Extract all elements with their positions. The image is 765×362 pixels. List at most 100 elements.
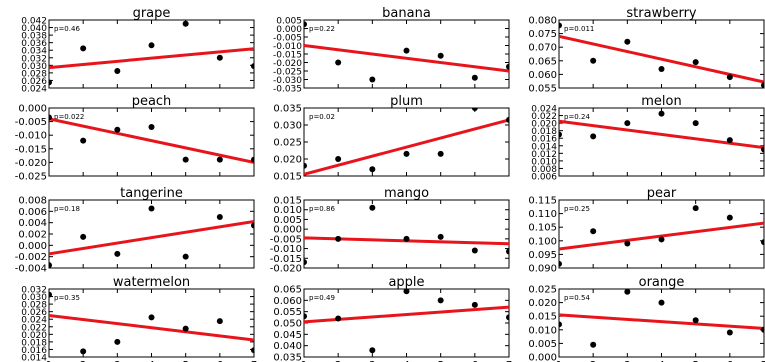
x-tick-label: 6 [217, 360, 223, 362]
fit-line [304, 305, 509, 324]
x-tick-label: 5 [692, 360, 698, 362]
data-point [114, 250, 121, 257]
y-tick-label: -0.015 [273, 51, 302, 61]
y-tick-label: 0.026 [21, 308, 47, 318]
fit-line [304, 118, 509, 176]
p-value-annotation: p=0.54 [564, 294, 590, 302]
data-point [49, 291, 52, 298]
data-point [182, 253, 189, 260]
data-point [251, 63, 254, 70]
x-tick-label: 1 [301, 360, 307, 362]
data-point [335, 315, 342, 322]
data-point [148, 205, 155, 212]
fit-line [49, 117, 254, 164]
y-tick-label: 0.000 [18, 241, 47, 252]
p-value-annotation: p=0.011 [564, 25, 594, 33]
data-point [658, 110, 665, 117]
y-tick-label: 0.024 [21, 85, 47, 95]
y-tick-label: 0.006 [18, 207, 47, 218]
data-point [624, 289, 631, 295]
data-point [726, 329, 733, 336]
y-tick-label: 0.024 [531, 105, 557, 115]
data-point [403, 289, 410, 295]
y-tick-label: -0.010 [270, 244, 302, 255]
data-point [590, 228, 597, 235]
y-tick-label: 0.008 [18, 196, 47, 207]
data-point [251, 156, 254, 163]
panel-title: pear [647, 186, 677, 201]
y-tick-label: 0.010 [273, 205, 302, 216]
y-tick-label: 0.075 [528, 29, 557, 40]
y-tick-label: 0.034 [21, 47, 47, 57]
y-tick-label: 0.012 [531, 150, 557, 160]
data-point [506, 63, 509, 70]
data-point [726, 137, 733, 144]
data-point [437, 150, 444, 157]
data-point [304, 162, 307, 169]
y-tick-label: 0.025 [273, 138, 302, 149]
data-point [403, 150, 410, 157]
data-point [437, 297, 444, 304]
panel-title: melon [641, 94, 681, 109]
y-tick-label: 0.030 [21, 293, 47, 303]
y-tick-label: 0.080 [528, 16, 557, 27]
y-tick-label: 0.028 [21, 69, 47, 79]
data-point [114, 68, 121, 74]
data-point [471, 301, 478, 308]
y-tick-label: -0.025 [15, 172, 47, 183]
data-point [80, 348, 87, 355]
data-point [80, 45, 87, 52]
y-tick-label: -0.002 [15, 252, 47, 263]
y-tick-label: -0.015 [270, 254, 302, 265]
y-tick-label: 0.095 [528, 250, 557, 261]
data-point [114, 338, 121, 345]
y-tick-label: 0.002 [18, 230, 47, 241]
y-tick-label: 0.000 [276, 25, 302, 35]
panel-title: plum [390, 94, 423, 109]
data-point [726, 214, 733, 221]
data-point [624, 38, 631, 45]
y-tick-label: -0.005 [270, 234, 302, 245]
y-tick-label: 0.014 [531, 142, 557, 152]
y-tick-label: 0.065 [528, 56, 557, 67]
y-tick-label: 0.045 [273, 330, 302, 341]
p-value-annotation: p=0.46 [54, 25, 80, 33]
x-tick-label: 7 [506, 360, 512, 362]
data-point [658, 236, 665, 243]
fit-line [559, 313, 764, 330]
data-point [304, 21, 307, 28]
x-tick-label: 6 [727, 360, 733, 362]
panel-pear: pear p=0.25 0.090 0.095 0.100 0.105 0.110 0.115 [528, 186, 765, 275]
y-tick-label: 0.000 [528, 353, 557, 362]
data-point [216, 54, 223, 61]
y-tick-label: 0.000 [18, 104, 47, 115]
data-point [761, 146, 764, 153]
data-point [506, 248, 509, 255]
x-tick-label: 3 [624, 360, 630, 362]
y-tick-label: 0.036 [21, 39, 47, 49]
data-point [590, 57, 597, 64]
y-tick-label: 0.022 [531, 112, 557, 122]
fit-line [559, 119, 764, 150]
y-tick-label: 0.032 [21, 54, 47, 64]
data-point [471, 108, 478, 111]
y-tick-label: 0.000 [273, 225, 302, 236]
data-point [182, 20, 189, 27]
y-tick-label: 0.040 [21, 24, 47, 34]
data-point [114, 126, 121, 133]
y-tick-label: 0.022 [21, 323, 47, 333]
panel-title: strawberry [626, 6, 697, 21]
panel-melon: melonp=0.240.0060.0080.0100.0120.0140.01… [531, 94, 765, 183]
y-tick-label: -0.020 [273, 59, 302, 69]
panel-orange: orange p=0.54 0.000 0.005 0.010 0.015 0.020 0.0… [528, 275, 765, 362]
panel-title: apple [388, 275, 424, 290]
y-tick-label: 0.028 [21, 301, 47, 311]
data-point [761, 326, 764, 333]
data-point [761, 82, 764, 88]
y-tick-label: 0.020 [21, 331, 47, 341]
data-point [369, 204, 376, 211]
y-tick-label: 0.038 [21, 32, 47, 42]
data-point [403, 235, 410, 242]
data-point [369, 76, 376, 83]
x-tick-label: 4 [148, 360, 154, 362]
